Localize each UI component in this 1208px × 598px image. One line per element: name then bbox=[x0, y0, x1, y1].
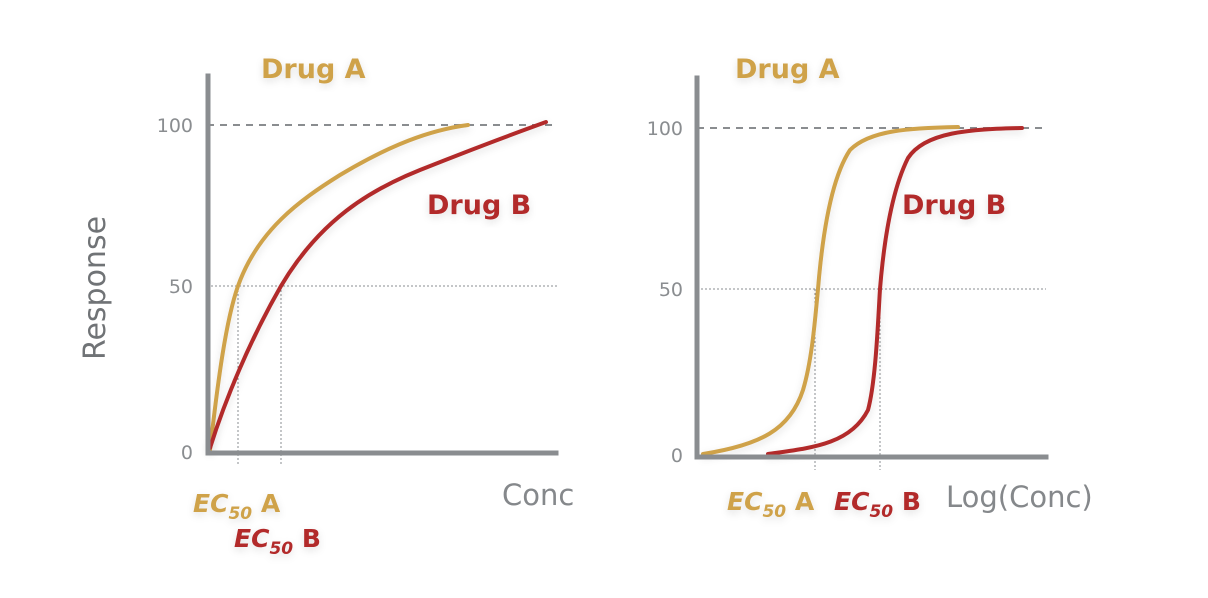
y-axis-label: Response bbox=[78, 216, 113, 360]
left-tick-50: 50 bbox=[169, 276, 193, 298]
right-chart: 100 50 0 Drug A Drug B Log(Conc) EC50 A … bbox=[647, 54, 1093, 522]
left-tick-0: 0 bbox=[181, 442, 193, 464]
left-x-axis-label: Conc bbox=[502, 478, 574, 512]
left-ec50-b-label: EC50 B bbox=[234, 524, 321, 559]
right-drug-a-curve bbox=[701, 125, 960, 456]
right-drug-b-curve bbox=[766, 126, 1024, 456]
right-drug-a-label: Drug A bbox=[735, 54, 840, 85]
right-drug-b-label: Drug B bbox=[902, 190, 1006, 221]
right-tick-0: 0 bbox=[671, 445, 683, 467]
right-ec50-b-label: EC50 B bbox=[834, 487, 921, 522]
left-drug-b-curve bbox=[208, 120, 548, 450]
right-tick-100: 100 bbox=[647, 118, 683, 140]
left-ec50-a-label: EC50 A bbox=[193, 489, 281, 524]
right-tick-50: 50 bbox=[659, 279, 683, 301]
left-drug-b-label: Drug B bbox=[427, 190, 531, 221]
right-ec50-a-label: EC50 A bbox=[727, 487, 815, 522]
left-drug-a-label: Drug A bbox=[261, 54, 366, 85]
right-x-axis-label: Log(Conc) bbox=[946, 480, 1093, 514]
left-drug-a-curve bbox=[208, 123, 470, 452]
left-tick-100: 100 bbox=[157, 115, 193, 137]
left-chart: 100 50 0 Drug A Drug B Conc EC50 A EC50 … bbox=[157, 54, 575, 559]
